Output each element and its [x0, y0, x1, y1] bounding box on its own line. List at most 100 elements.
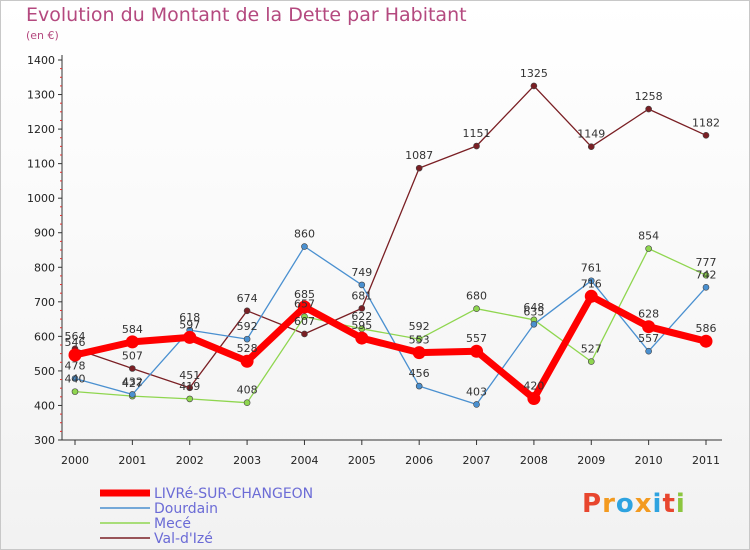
- data-label: 507: [122, 349, 143, 362]
- data-label: 557: [466, 332, 487, 345]
- series-point-2: [243, 399, 251, 406]
- y-tick-label: 1000: [27, 192, 55, 205]
- series-point-3: [530, 82, 538, 90]
- series-line-3: [74, 85, 707, 389]
- data-label: 456: [409, 367, 430, 380]
- x-tick-label: 2001: [118, 454, 146, 467]
- series-point-0: [470, 344, 484, 358]
- data-label: 716: [581, 277, 602, 290]
- series-point-2: [71, 388, 79, 395]
- y-tick-label: 400: [34, 399, 55, 412]
- series-point-1: [71, 375, 79, 382]
- data-label: 592: [237, 320, 258, 333]
- data-label: 749: [351, 266, 372, 279]
- data-label: 1151: [463, 127, 491, 140]
- series-point-1: [473, 401, 480, 408]
- series-point-1: [645, 347, 652, 355]
- data-label: 607: [294, 315, 315, 328]
- data-label: 657: [294, 298, 315, 311]
- series-point-3: [473, 142, 480, 150]
- data-label: 628: [638, 308, 659, 321]
- series-point-2: [473, 305, 480, 313]
- x-tick-label: 2005: [348, 454, 376, 467]
- data-label: 860: [294, 228, 315, 241]
- series-point-3: [415, 164, 423, 172]
- y-tick-label: 1200: [27, 123, 55, 136]
- data-label: 432: [122, 375, 143, 388]
- x-tick-label: 2007: [463, 454, 491, 467]
- data-label: 553: [409, 334, 430, 347]
- series-point-2: [415, 335, 423, 343]
- legend-label: Mecé: [154, 516, 191, 532]
- series-point-1: [243, 335, 251, 343]
- data-label: 1325: [520, 67, 548, 80]
- series-point-0: [355, 331, 369, 345]
- data-label: 584: [122, 323, 143, 336]
- series-point-3: [587, 143, 595, 151]
- logo-letter: i: [675, 489, 686, 519]
- series-point-3: [645, 105, 652, 113]
- data-label: 440: [65, 373, 86, 386]
- data-label: 1258: [635, 90, 663, 103]
- series-point-3: [301, 330, 308, 338]
- data-label: 597: [179, 318, 200, 331]
- series-line-0: [74, 292, 707, 402]
- chart-axes: 300 400 500 600 700 800 900 1000 1100 1200 1300 140…: [27, 54, 722, 467]
- data-label: 527: [581, 343, 602, 356]
- data-label: 648: [523, 301, 544, 314]
- series-point-1: [530, 320, 538, 328]
- y-tick-label: 600: [34, 330, 55, 343]
- data-label: 403: [466, 385, 487, 398]
- y-tick-label: 1400: [27, 54, 55, 67]
- series-point-3: [358, 305, 366, 312]
- data-label: 478: [65, 360, 86, 373]
- series-point-2: [186, 395, 194, 403]
- y-tick-label: 700: [34, 296, 55, 309]
- data-label: 742: [696, 268, 717, 281]
- series-point-3: [702, 132, 710, 139]
- data-label: 685: [294, 288, 315, 301]
- series-point-1: [301, 243, 308, 250]
- data-label: 622: [351, 310, 372, 323]
- data-label: 618: [179, 311, 200, 324]
- data-label: 427: [122, 377, 143, 390]
- data-label: 681: [351, 289, 372, 302]
- x-tick-label: 2010: [635, 454, 663, 467]
- data-label: 419: [179, 380, 200, 393]
- proxiti-logo: Proxiti: [582, 489, 686, 519]
- y-tick-label: 1100: [27, 158, 55, 171]
- data-label: 420: [523, 380, 544, 393]
- series-point-3: [186, 384, 194, 392]
- legend-label: Dourdain: [154, 501, 218, 517]
- series-point-0: [584, 289, 598, 303]
- series-point-0: [699, 334, 713, 348]
- x-tick-label: 2003: [233, 454, 261, 467]
- data-label: 680: [466, 290, 487, 303]
- chart-unit-label: (en €): [26, 29, 59, 42]
- logo-letter: t: [662, 489, 676, 519]
- series-point-3: [129, 365, 136, 372]
- logo-letter: o: [615, 489, 635, 519]
- data-label: 595: [351, 319, 372, 332]
- x-tick-label: 2004: [290, 454, 318, 467]
- data-label: 528: [237, 342, 258, 355]
- logo-letter: P: [582, 489, 603, 519]
- data-label: 761: [581, 262, 602, 275]
- series-point-0: [642, 320, 656, 334]
- chart-series: [68, 82, 713, 408]
- series-point-1: [358, 281, 366, 289]
- y-tick-label: 500: [34, 365, 55, 378]
- series-point-0: [68, 348, 82, 362]
- series-point-1: [415, 382, 423, 390]
- y-tick-label: 900: [34, 227, 55, 240]
- chart-point-labels: 564 507 451 674 607 681 1087 1151 1325 1149 1258 11…: [65, 67, 721, 399]
- x-tick-label: 2011: [692, 454, 720, 467]
- data-label: 777: [696, 256, 717, 269]
- x-tick-label: 2009: [577, 454, 605, 467]
- series-point-2: [645, 245, 652, 252]
- data-label: 408: [237, 384, 258, 397]
- legend-label: LIVRé-SUR-CHANGEON: [154, 486, 313, 502]
- data-label: 854: [638, 230, 659, 243]
